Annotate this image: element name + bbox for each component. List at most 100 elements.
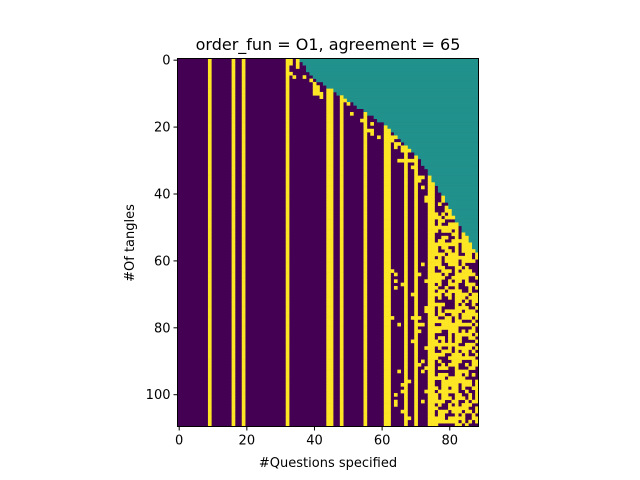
heatmap-cell — [387, 372, 391, 377]
heatmap-cell — [404, 255, 408, 260]
heatmap-cell — [326, 168, 330, 173]
heatmap-cell — [454, 383, 459, 387]
heatmap-cell — [404, 383, 408, 387]
heatmap-cell — [464, 399, 469, 404]
heatmap-cell — [464, 235, 469, 240]
heatmap-cell — [207, 232, 212, 237]
heatmap-cell — [427, 399, 432, 404]
heatmap-cell — [404, 369, 408, 374]
heatmap-cell — [464, 252, 469, 257]
heatmap-cell — [339, 292, 344, 297]
heatmap-cell — [461, 376, 466, 380]
x-tick-label: 60 — [374, 434, 391, 449]
heatmap-cell — [363, 386, 368, 390]
heatmap-cell — [241, 209, 246, 213]
heatmap-cell — [339, 332, 344, 337]
heatmap-cell — [431, 292, 435, 297]
heatmap-cell — [241, 185, 246, 190]
heatmap-cell — [441, 195, 445, 200]
heatmap-cell — [461, 369, 466, 374]
heatmap-cell — [363, 155, 368, 160]
heatmap-cell — [393, 272, 398, 277]
heatmap-cell — [397, 158, 402, 163]
heatmap-cell — [464, 379, 469, 384]
heatmap-cell — [454, 259, 459, 263]
heatmap-cell — [363, 359, 368, 364]
heatmap-cell — [363, 265, 368, 270]
heatmap-cell — [451, 322, 456, 327]
heatmap-cell — [431, 272, 435, 277]
heatmap-cell — [475, 296, 479, 300]
heatmap-cell — [454, 356, 459, 360]
heatmap-cell — [407, 148, 412, 153]
heatmap-cell — [285, 326, 290, 330]
heatmap-cell — [241, 239, 246, 243]
heatmap-cell — [339, 235, 344, 240]
heatmap-cell — [475, 359, 479, 364]
heatmap-cell — [339, 282, 344, 287]
heatmap-cell — [421, 322, 425, 327]
heatmap-cell — [427, 195, 432, 200]
heatmap-cell — [475, 322, 479, 327]
heatmap-cell — [363, 259, 368, 263]
heatmap-cell — [427, 423, 432, 427]
heatmap-cell — [241, 85, 246, 89]
heatmap-cell — [231, 122, 236, 126]
heatmap-cell — [329, 182, 334, 186]
heatmap-cell — [339, 423, 344, 427]
heatmap-cell — [207, 145, 212, 150]
heatmap-cell — [329, 372, 334, 377]
heatmap-cell — [414, 309, 418, 314]
heatmap-cell — [329, 322, 334, 327]
heatmap-cell — [207, 165, 212, 170]
heatmap-cell — [437, 399, 442, 404]
heatmap-cell — [241, 112, 246, 116]
heatmap-cell — [326, 379, 330, 384]
heatmap-cell — [434, 225, 439, 230]
heatmap-cell — [241, 279, 246, 283]
heatmap-cell — [363, 158, 368, 163]
heatmap-cell — [427, 279, 432, 283]
heatmap-cell — [444, 209, 449, 213]
heatmap-cell — [207, 242, 212, 247]
unspecified-cell-run — [444, 199, 479, 203]
heatmap-cell — [329, 108, 334, 113]
heatmap-cell — [464, 312, 469, 317]
heatmap-cell — [231, 118, 236, 123]
heatmap-cell — [414, 165, 418, 170]
heatmap-cell — [339, 376, 344, 380]
heatmap-cell — [427, 245, 432, 250]
heatmap-cell — [387, 269, 391, 273]
heatmap-cell — [458, 369, 462, 374]
heatmap-cell — [231, 342, 236, 347]
heatmap-cell — [387, 282, 391, 287]
heatmap-cell — [285, 215, 290, 220]
heatmap-cell — [454, 265, 459, 270]
heatmap-cell — [414, 262, 418, 267]
heatmap-cell — [339, 406, 344, 411]
heatmap-cell — [231, 376, 236, 380]
heatmap-cell — [417, 175, 422, 180]
heatmap-cell — [363, 383, 368, 387]
unspecified-cell-run — [441, 192, 479, 196]
heatmap-cell — [427, 209, 432, 213]
heatmap-cell — [363, 423, 368, 427]
heatmap-cell — [454, 389, 459, 394]
heatmap-cell — [326, 316, 330, 320]
heatmap-cell — [285, 182, 290, 186]
heatmap-cell — [329, 369, 334, 374]
heatmap-cell — [444, 309, 449, 314]
heatmap-cell — [383, 366, 388, 370]
heatmap-cell — [292, 75, 297, 79]
heatmap-cell — [339, 155, 344, 160]
heatmap-cell — [431, 346, 435, 350]
x-tick-label: 80 — [441, 434, 458, 449]
heatmap-cell — [363, 222, 368, 227]
heatmap-cell — [427, 312, 432, 317]
heatmap-cell — [454, 306, 459, 310]
heatmap-cell — [329, 188, 334, 193]
heatmap-cell — [444, 235, 449, 240]
heatmap-cell — [454, 342, 459, 347]
heatmap-cell — [468, 329, 473, 334]
heatmap-cell — [326, 135, 330, 140]
